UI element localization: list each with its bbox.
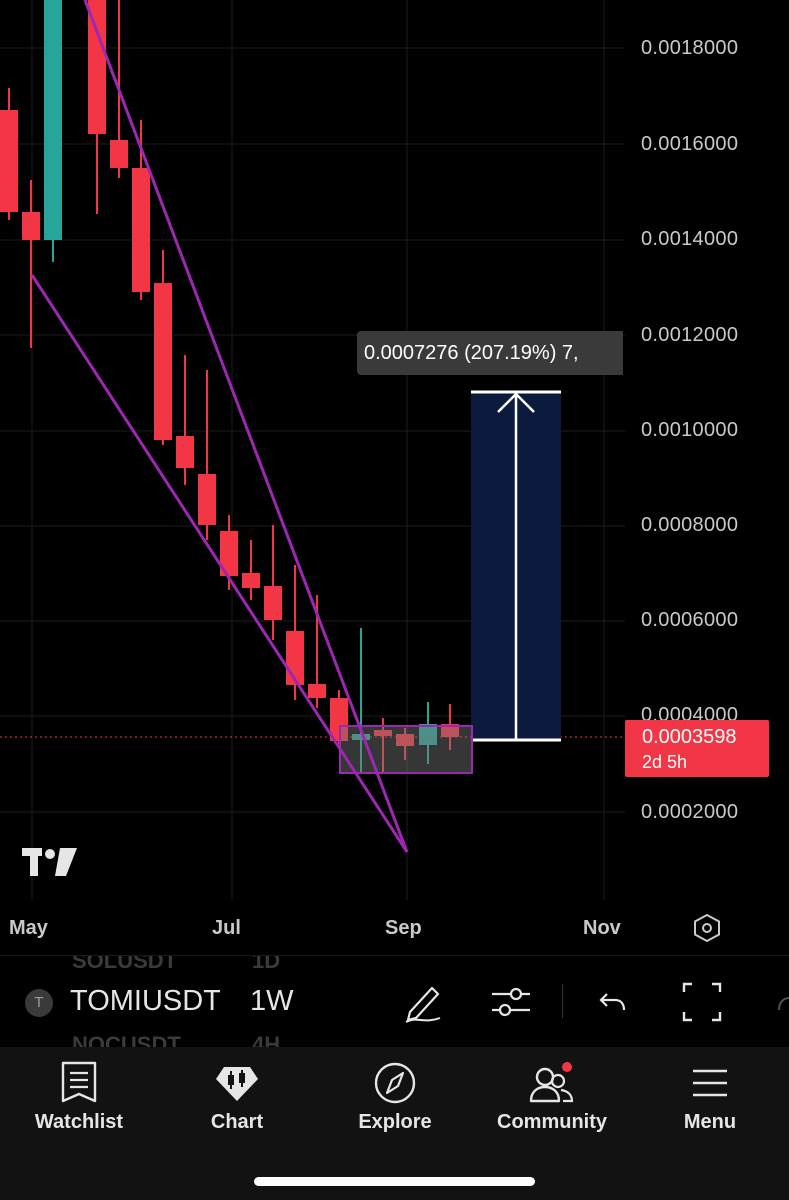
price-axis-label: 0.0006000 bbox=[641, 609, 739, 631]
candle-body bbox=[154, 283, 172, 440]
candle-body bbox=[44, 0, 62, 240]
indicators-icon[interactable] bbox=[490, 980, 532, 1024]
nav-community[interactable]: Community bbox=[482, 1061, 622, 1134]
more-tools-icon[interactable] bbox=[776, 980, 789, 1024]
nav-watchlist[interactable]: Watchlist bbox=[9, 1061, 149, 1134]
wedge-lower-line[interactable] bbox=[30, 274, 409, 853]
chart-area[interactable]: 0.0018000 0.0016000 0.0014000 0.0012000 … bbox=[0, 0, 789, 955]
home-indicator[interactable] bbox=[254, 1177, 535, 1186]
candle-body bbox=[242, 573, 260, 588]
community-icon bbox=[529, 1062, 574, 1103]
candle-body bbox=[198, 474, 216, 525]
ghost-symbol-above: SOLUSDT bbox=[72, 955, 178, 973]
candle-body bbox=[441, 724, 459, 737]
chart-icon bbox=[216, 1067, 258, 1101]
time-axis-label: Sep bbox=[385, 917, 422, 939]
bottom-navigation: Watchlist Chart Explore Community bbox=[0, 1047, 789, 1200]
chart-grid bbox=[0, 0, 625, 900]
nav-chart[interactable]: Chart bbox=[167, 1061, 307, 1134]
candle-body bbox=[220, 531, 238, 576]
price-axis-label: 0.0014000 bbox=[641, 228, 739, 250]
tradingview-logo-icon bbox=[22, 848, 77, 876]
consolidation-box[interactable] bbox=[339, 725, 473, 774]
undo-icon[interactable] bbox=[597, 980, 629, 1024]
price-axis-label: 0.0010000 bbox=[641, 419, 739, 441]
candle-countdown: 2d 5h bbox=[642, 752, 688, 772]
nav-menu[interactable]: Menu bbox=[640, 1061, 780, 1134]
candles bbox=[0, 0, 459, 772]
candle-body bbox=[132, 168, 150, 292]
menu-icon bbox=[693, 1069, 727, 1097]
price-axis-label: 0.0008000 bbox=[641, 514, 739, 536]
ghost-interval-above: 1D bbox=[252, 955, 281, 973]
candlestick-chart[interactable] bbox=[0, 0, 789, 955]
price-axis-label: 0.0002000 bbox=[641, 801, 739, 823]
candle-body bbox=[22, 212, 40, 240]
nav-label: Chart bbox=[210, 1111, 264, 1133]
time-axis-label: Jul bbox=[212, 917, 241, 939]
candle-body bbox=[419, 724, 437, 745]
nav-explore[interactable]: Explore bbox=[325, 1061, 465, 1134]
toolbar-divider bbox=[562, 984, 563, 1018]
ghost-interval-below: 4H bbox=[252, 1032, 281, 1048]
nav-label: Community bbox=[497, 1111, 607, 1133]
price-axis-label: 0.0016000 bbox=[641, 133, 739, 155]
candle-body bbox=[286, 631, 304, 685]
measure-tooltip-text: 0.0007276 (207.19%) 7, bbox=[364, 342, 579, 364]
measure-tooltip: 0.0007276 (207.19%) 7, bbox=[357, 331, 623, 375]
chart-toolbar: SOLUSDT 1D NOCUSDT 4H T TOMIUSDT 1W bbox=[0, 955, 789, 1048]
candle-body bbox=[308, 684, 326, 698]
nav-label: Watchlist bbox=[34, 1111, 124, 1133]
nav-label: Menu bbox=[683, 1111, 737, 1133]
price-axis-label: 0.0012000 bbox=[641, 324, 739, 346]
wedge-upper-line[interactable] bbox=[83, 0, 409, 853]
interval-selector[interactable]: 1W bbox=[250, 985, 294, 1017]
time-axis-label: Nov bbox=[583, 917, 621, 939]
candle-body bbox=[330, 698, 348, 741]
ghost-symbol-below: NOCUSDT bbox=[72, 1032, 181, 1048]
pen-icon[interactable] bbox=[402, 980, 444, 1024]
symbol-logo-icon: T bbox=[25, 989, 53, 1017]
current-price-tag: 0.0003598 2d 5h bbox=[625, 720, 769, 777]
candle-body bbox=[264, 586, 282, 620]
candle-body bbox=[110, 140, 128, 168]
candle-body bbox=[88, 0, 106, 134]
candle-body bbox=[374, 730, 392, 736]
chart-settings-icon[interactable] bbox=[692, 913, 722, 943]
time-axis-label: May bbox=[9, 917, 48, 939]
candle-body bbox=[176, 436, 194, 468]
price-axis-label: 0.0018000 bbox=[641, 37, 739, 59]
nav-label: Explore bbox=[358, 1111, 432, 1133]
compass-icon bbox=[374, 1062, 416, 1104]
current-price-value: 0.0003598 bbox=[642, 726, 737, 748]
fullscreen-icon[interactable] bbox=[682, 980, 722, 1024]
measure-arrow-head bbox=[497, 392, 535, 413]
watchlist-icon bbox=[61, 1061, 97, 1103]
symbol-selector[interactable]: TOMIUSDT bbox=[70, 985, 220, 1017]
candle-body bbox=[0, 110, 18, 212]
